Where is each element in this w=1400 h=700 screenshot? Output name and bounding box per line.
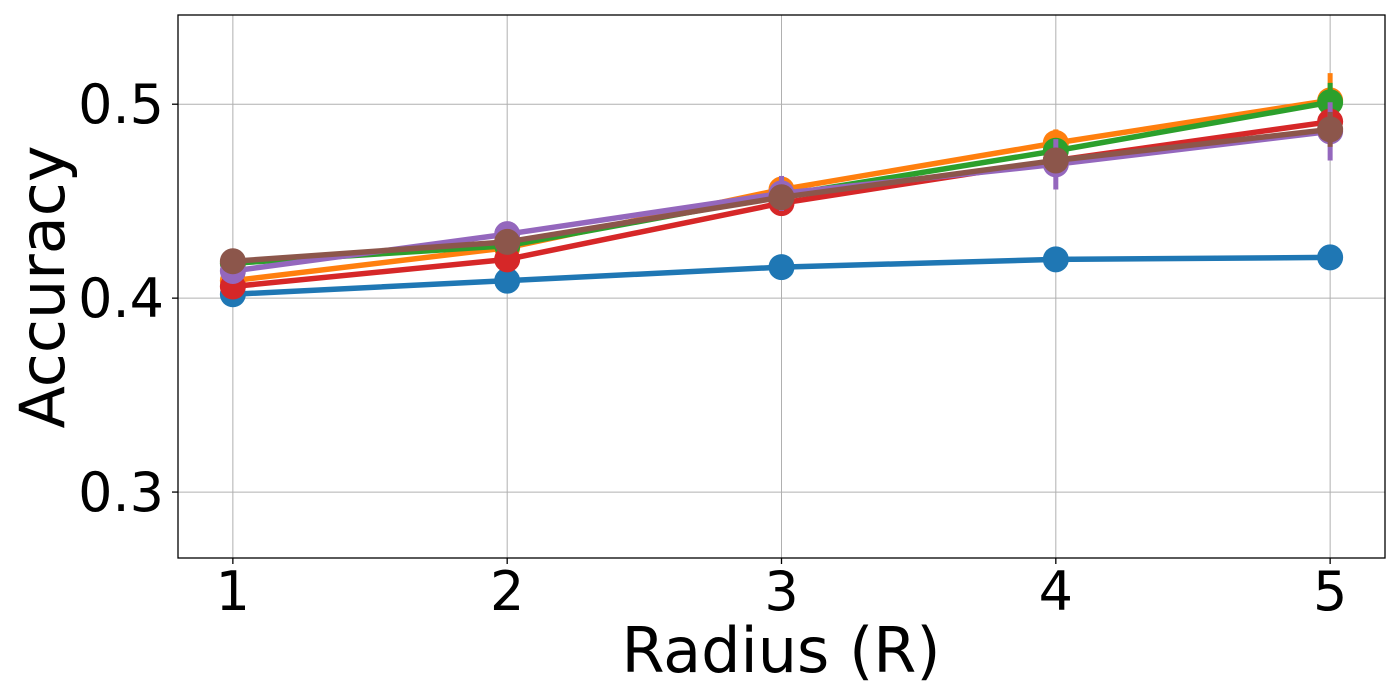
- x-axis-ticks: 1 2 3 4 5: [216, 558, 1347, 623]
- data-point: [494, 228, 521, 255]
- y-axis-label: Accuracy: [6, 145, 79, 428]
- y-tick-label: 0.5: [78, 73, 164, 136]
- data-point: [219, 248, 246, 275]
- y-tick-label: 0.4: [78, 267, 164, 330]
- data-point: [1042, 147, 1069, 174]
- data-point: [768, 254, 795, 281]
- y-axis-ticks: 0.3 0.4 0.5: [78, 73, 178, 524]
- series-layer: [219, 73, 1344, 308]
- x-tick-label: 2: [490, 560, 524, 623]
- x-axis-label: Radius (R): [621, 614, 940, 687]
- x-tick-label: 4: [1039, 560, 1073, 623]
- y-tick-label: 0.3: [78, 461, 164, 524]
- x-tick-label: 1: [216, 560, 250, 623]
- data-point: [1317, 116, 1344, 143]
- series-6: [219, 111, 1344, 275]
- grid-lines: [178, 15, 1385, 558]
- data-point: [1042, 246, 1069, 273]
- data-point: [494, 267, 521, 294]
- x-tick-label: 5: [1313, 560, 1347, 623]
- x-tick-label: 3: [764, 560, 798, 623]
- data-point: [1317, 244, 1344, 271]
- data-point: [768, 184, 795, 211]
